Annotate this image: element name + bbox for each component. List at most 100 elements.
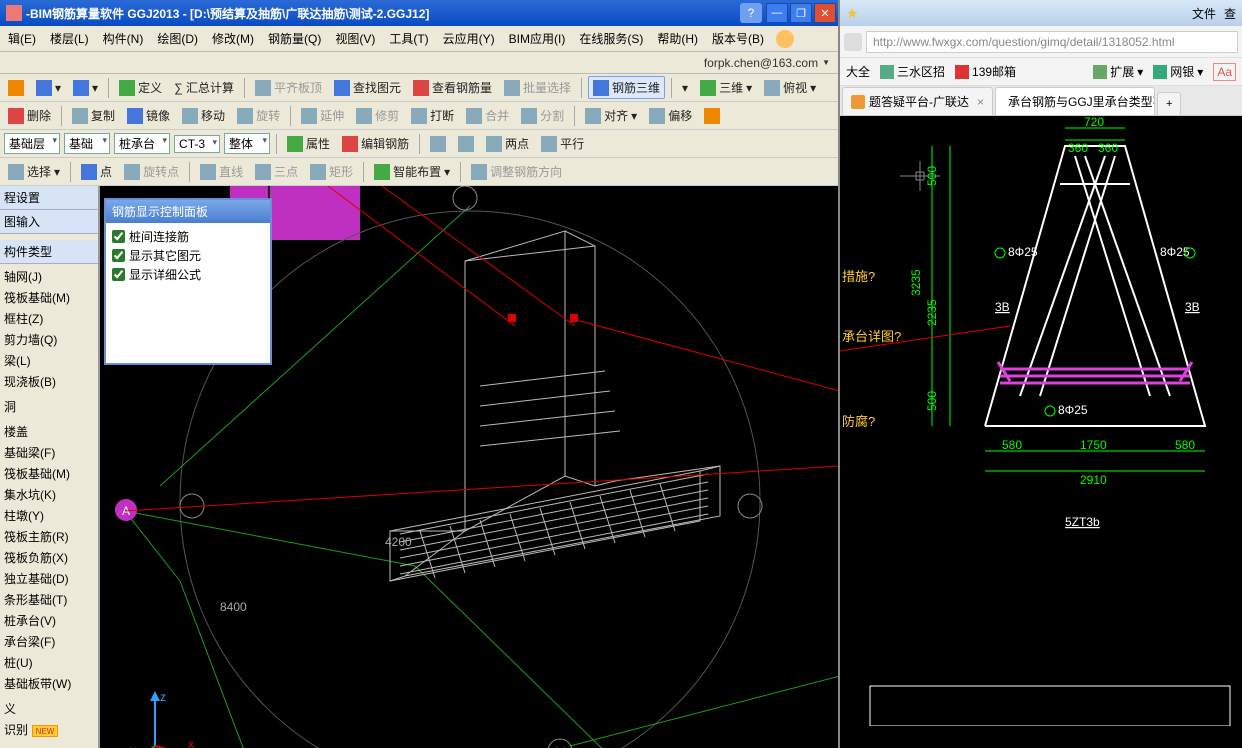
view-menu[interactable]: 查	[1224, 5, 1236, 22]
list-item[interactable]: 轴网(J)	[0, 266, 98, 287]
menu-draw[interactable]: 绘图(D)	[151, 27, 204, 50]
list-item[interactable]: 识别NEW	[0, 719, 98, 740]
side-head-input[interactable]: 图输入	[0, 210, 98, 234]
list-item[interactable]: 筏板基础(M)	[0, 463, 98, 484]
list-item[interactable]: 洞	[0, 396, 98, 417]
menu-help[interactable]: 帮助(H)	[651, 27, 704, 50]
fav-139mail[interactable]: 139邮箱	[955, 63, 1016, 80]
menu-floor[interactable]: 楼层(L)	[44, 27, 95, 50]
tool-sum-calc[interactable]: ∑ 汇总计算	[170, 77, 238, 98]
list-item[interactable]: 梁(L)	[0, 350, 98, 371]
close-button[interactable]: ✕	[814, 3, 836, 23]
tool-check-rebar[interactable]: 查看钢筋量	[409, 77, 496, 98]
list-item[interactable]: 筏板基础(M)	[0, 287, 98, 308]
tool-rebar-3d[interactable]: 钢筋三维	[588, 76, 665, 99]
side-head-project[interactable]: 程设置	[0, 186, 98, 210]
tool-align[interactable]: 对齐▾	[581, 105, 641, 126]
list-item[interactable]: 现浇板(B)	[0, 371, 98, 392]
tab-1[interactable]: 题答疑平台-广联达×	[842, 87, 993, 115]
list-item[interactable]: 桩(U)	[0, 652, 98, 673]
list-item[interactable]: 筏板主筋(R)	[0, 526, 98, 547]
tool-move[interactable]: 移动	[178, 105, 229, 126]
url-field[interactable]: http://www.fwxgx.com/question/gimq/detai…	[866, 31, 1238, 53]
combo-layer[interactable]: 基础层	[4, 133, 60, 154]
chk-show-others[interactable]: 显示其它图元	[112, 246, 264, 265]
chk-pile-connector[interactable]: 桩间连接筋	[112, 227, 264, 246]
help-button[interactable]: ?	[740, 3, 762, 23]
list-item[interactable]: 基础梁(F)	[0, 442, 98, 463]
model-canvas[interactable]: 14 A 4200 8400	[100, 186, 838, 748]
panel-title[interactable]: 钢筋显示控制面板	[106, 200, 270, 223]
tool-offset[interactable]: 偏移	[645, 105, 696, 126]
close-icon[interactable]: ×	[977, 95, 984, 109]
svg-text:1750: 1750	[1080, 438, 1107, 452]
fav-wangyin[interactable]: 网银▾	[1153, 63, 1203, 80]
account-dropdown-icon[interactable]: ▼	[822, 58, 830, 67]
menu-bim[interactable]: BIM应用(I)	[503, 27, 572, 50]
file-menu[interactable]: 文件	[1192, 5, 1216, 22]
star-icon[interactable]: ★	[846, 5, 859, 22]
fav-expand[interactable]: 扩展▾	[1093, 63, 1143, 80]
tool-undo[interactable]: ▾	[32, 78, 65, 98]
tool-open[interactable]	[4, 78, 28, 98]
fav-sanshui[interactable]: 三水区招	[880, 63, 945, 80]
tool-two-point[interactable]: 两点	[482, 133, 533, 154]
tool-find-element[interactable]: 查找图元	[330, 77, 405, 98]
tool-mirror[interactable]: 镜像	[123, 105, 174, 126]
tool-redo[interactable]: ▾	[69, 78, 102, 98]
tool-delete[interactable]: 删除	[4, 105, 55, 126]
list-item[interactable]: 桩承台(V)	[0, 610, 98, 631]
menu-modify[interactable]: 修改(M)	[206, 27, 260, 50]
combo-type[interactable]: 桩承台	[114, 133, 170, 154]
list-item[interactable]: 集水坑(K)	[0, 484, 98, 505]
minimize-button[interactable]: —	[766, 3, 788, 23]
tool-point[interactable]: 点	[77, 161, 116, 182]
rebar-display-panel[interactable]: 钢筋显示控制面板 桩间连接筋 显示其它图元 显示详细公式	[104, 198, 272, 365]
tool-overlook[interactable]: 俯视▾	[760, 77, 820, 98]
list-item[interactable]: 剪力墙(Q)	[0, 329, 98, 350]
combo-scope[interactable]: 整体	[224, 133, 270, 154]
new-tab-button[interactable]: +	[1157, 92, 1181, 115]
menu-cloud[interactable]: 云应用(Y)	[437, 27, 501, 50]
account-email[interactable]: forpk.chen@163.com	[704, 56, 818, 70]
list-item[interactable]: 独立基础(D)	[0, 568, 98, 589]
fav-daquan[interactable]: 大全	[846, 63, 870, 80]
list-item[interactable]: 楼盖	[0, 421, 98, 442]
menu-edit[interactable]: 辑(E)	[2, 27, 42, 50]
tool-nav1[interactable]	[426, 134, 450, 154]
tool-smart-layout[interactable]: 智能布置▾	[370, 161, 454, 182]
menu-tools[interactable]: 工具(T)	[383, 27, 434, 50]
drawing-svg: 720 360 360 500 2235 3235 500 580 1750 5…	[840, 116, 1242, 726]
fav-aa[interactable]: Aa	[1213, 63, 1236, 81]
tool-define[interactable]: 定义	[115, 77, 166, 98]
menu-view[interactable]: 视图(V)	[329, 27, 381, 50]
list-item[interactable]: 筏板负筋(X)	[0, 547, 98, 568]
tool-nav2[interactable]	[454, 134, 478, 154]
chk-show-formula[interactable]: 显示详细公式	[112, 265, 264, 284]
tool-3d[interactable]: 三维▾	[696, 77, 756, 98]
face-icon[interactable]	[776, 30, 794, 48]
tool-select[interactable]: 选择▾	[4, 161, 64, 182]
tool-parallel[interactable]: 平行	[537, 133, 588, 154]
list-item[interactable]: 义	[0, 698, 98, 719]
menu-rebar-qty[interactable]: 钢筋量(Q)	[262, 27, 327, 50]
tool-copy[interactable]: 复制	[68, 105, 119, 126]
list-item[interactable]: 承台梁(F)	[0, 631, 98, 652]
page-content[interactable]: 措施? 承台详图? 防腐? 720 360 360	[840, 116, 1242, 748]
tool-3d-dropdown[interactable]: ▾	[678, 79, 692, 97]
combo-category[interactable]: 基础	[64, 133, 110, 154]
list-item[interactable]: 条形基础(T)	[0, 589, 98, 610]
list-item[interactable]: 基础板带(W)	[0, 673, 98, 694]
list-item[interactable]: 柱墩(Y)	[0, 505, 98, 526]
tab-2[interactable]: 承台钢筋与GGJ里承台类型不一至×	[995, 87, 1155, 115]
menu-component[interactable]: 构件(N)	[97, 27, 150, 50]
menu-online[interactable]: 在线服务(S)	[573, 27, 649, 50]
tool-properties[interactable]: 属性	[283, 133, 334, 154]
menu-version[interactable]: 版本号(B)	[706, 27, 770, 50]
combo-component[interactable]: CT-3	[174, 135, 220, 153]
maximize-button[interactable]: ❐	[790, 3, 812, 23]
tool-edit-rebar[interactable]: 编辑钢筋	[338, 133, 413, 154]
tool-more[interactable]	[700, 106, 724, 126]
tool-break[interactable]: 打断	[407, 105, 458, 126]
list-item[interactable]: 框柱(Z)	[0, 308, 98, 329]
